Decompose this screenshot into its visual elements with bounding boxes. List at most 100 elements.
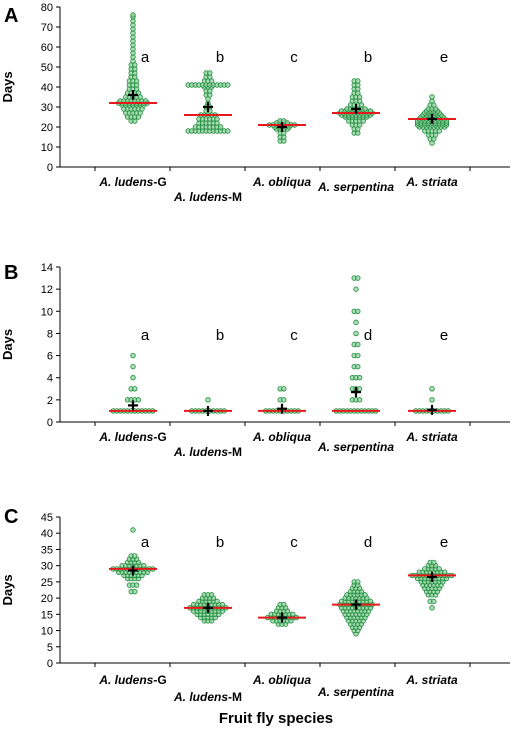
y-axis-title: Days: [0, 329, 15, 360]
data-point: [355, 308, 361, 314]
mean-marker: [128, 400, 138, 411]
series-points-1: [110, 352, 156, 414]
series-points-4: [337, 579, 375, 637]
x-tick-label: A. ludens-G: [98, 673, 166, 687]
significance-letter: b: [216, 327, 224, 344]
significance-letter: c: [290, 49, 298, 66]
mean-marker: [277, 612, 287, 623]
y-tick-label: 14: [41, 262, 53, 274]
data-point: [429, 94, 435, 100]
y-tick-label: 8: [47, 328, 53, 340]
y-tick-label: 20: [41, 122, 53, 134]
mean-marker: [277, 122, 287, 132]
panel-label: C: [4, 506, 18, 528]
data-point: [208, 592, 215, 598]
data-point: [436, 566, 442, 572]
data-point: [429, 605, 435, 611]
y-tick-label: 5: [47, 642, 53, 654]
y-tick-label: 50: [41, 62, 53, 74]
data-point: [219, 601, 226, 608]
data-point: [130, 527, 136, 533]
panel-label: B: [4, 262, 18, 284]
significance-letter: d: [364, 327, 372, 344]
significance-letter: c: [290, 327, 298, 344]
panel-b: B Days 0 2 4 6 8 10 12 14 a A. ludens-G b A. ludens-M…: [0, 262, 510, 459]
panel-c: C Days 0 5 10 15 20 25 30 35 40 45 a A. ludens-G b A. l…: [0, 506, 510, 704]
y-axis-title: Days: [0, 71, 15, 102]
significance-letter: c: [290, 534, 298, 551]
x-tick-label: A. serpentina: [317, 180, 394, 194]
series-points-5: [409, 559, 455, 611]
data-point: [130, 352, 136, 359]
data-point: [362, 592, 368, 598]
data-point: [214, 598, 220, 605]
x-tick-label: A. obliqua: [252, 430, 311, 444]
mean-marker: [203, 102, 213, 112]
y-tick-label: 70: [41, 22, 53, 34]
mean-marker: [427, 572, 437, 583]
data-point: [281, 386, 287, 392]
y-tick-label: 0: [47, 658, 53, 670]
x-tick-label: A. obliqua: [252, 175, 311, 189]
mean-marker: [128, 90, 138, 100]
x-tick-label: A. striata: [405, 175, 458, 189]
data-point: [429, 397, 435, 403]
panel-label: A: [4, 5, 18, 27]
x-tick-label: A. ludens-M: [173, 190, 242, 204]
mean-marker: [427, 114, 437, 124]
mean-marker: [427, 404, 437, 415]
x-tick-label: A. ludens-G: [98, 430, 166, 444]
data-point: [207, 70, 213, 76]
mean-marker: [351, 599, 361, 610]
y-tick-label: 30: [41, 102, 53, 114]
data-point: [205, 397, 211, 403]
data-point: [290, 611, 296, 618]
significance-letter: b: [364, 49, 372, 66]
data-point: [225, 82, 231, 88]
y-tick-label: 15: [41, 609, 53, 621]
y-tick-label: 6: [47, 351, 53, 363]
data-point: [355, 78, 361, 84]
data-point: [362, 106, 368, 112]
y-tick-label: 20: [41, 593, 53, 605]
mean-marker: [351, 104, 361, 114]
data-point: [353, 330, 359, 337]
y-tick-label: 25: [41, 577, 53, 589]
y-tick-label: 40: [41, 82, 53, 94]
significance-letter: a: [141, 49, 150, 66]
data-point: [132, 386, 138, 392]
significance-letter: b: [216, 534, 224, 551]
data-point: [130, 375, 136, 381]
significance-letter: b: [216, 49, 224, 66]
data-point: [130, 363, 136, 370]
significance-letter: e: [440, 49, 448, 66]
y-tick-label: 60: [41, 42, 53, 54]
y-tick-label: 40: [41, 528, 53, 540]
x-tick-label: A. striata: [405, 430, 458, 444]
y-tick-label: 80: [41, 2, 53, 14]
series-points-1: [115, 12, 151, 124]
data-point: [353, 319, 359, 326]
data-point: [225, 128, 231, 134]
y-tick-label: 2: [47, 395, 53, 407]
x-tick-label: A. striata: [405, 673, 458, 687]
x-tick-label: A. serpentina: [317, 685, 394, 699]
mean-marker: [128, 565, 138, 576]
data-point: [132, 553, 138, 559]
x-tick-label: A. serpentina: [317, 440, 394, 454]
data-point: [355, 352, 361, 359]
data-point: [355, 341, 361, 348]
data-point: [130, 12, 136, 18]
data-point: [431, 598, 437, 605]
significance-letter: a: [141, 534, 150, 551]
data-point: [356, 375, 363, 381]
data-point: [217, 124, 224, 130]
y-tick-label: 30: [41, 561, 53, 573]
data-point: [281, 397, 287, 403]
data-point: [429, 386, 435, 392]
data-point: [132, 588, 138, 595]
data-point: [431, 559, 437, 566]
significance-letter: d: [364, 534, 372, 551]
data-point: [441, 569, 448, 575]
